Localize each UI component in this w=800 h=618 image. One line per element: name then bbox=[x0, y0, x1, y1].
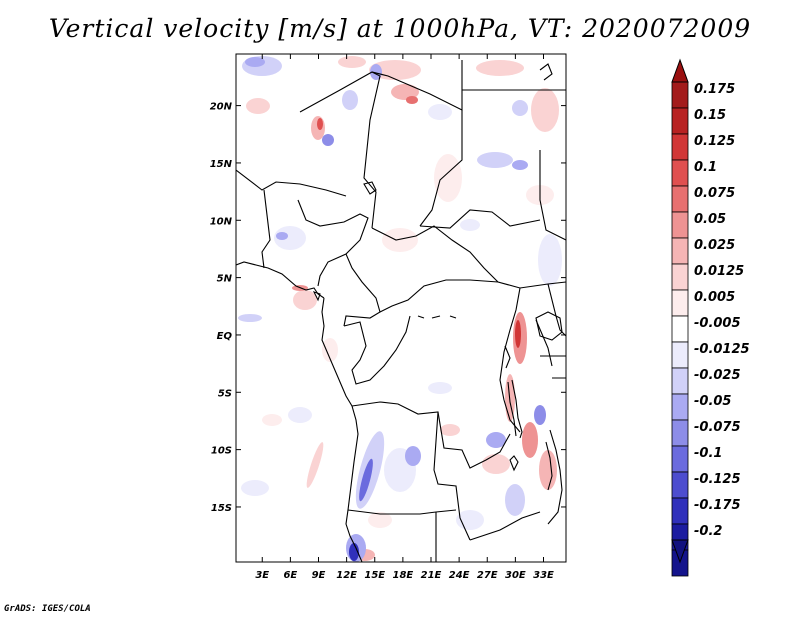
colorbar-label: -0.2 bbox=[694, 524, 722, 539]
map-frame bbox=[235, 53, 567, 563]
colorbar-swatch bbox=[671, 133, 689, 161]
lon-label: 15E bbox=[364, 570, 385, 581]
lon-label: 6E bbox=[283, 570, 297, 581]
lake-chad bbox=[363, 181, 377, 195]
border-zambia-zimbabwe bbox=[469, 511, 541, 541]
colorbar-label: 0.005 bbox=[694, 290, 735, 305]
colorbar-swatch bbox=[671, 315, 689, 343]
lat-label: 15S bbox=[211, 503, 232, 514]
colorbar-swatch bbox=[671, 237, 689, 265]
colorbar-swatch bbox=[671, 445, 689, 473]
colorbar: 0.175 0.15 0.125 0.1 0.075 0.05 0.025 0.0125 0.0… bbox=[671, 58, 750, 577]
colorbar-label: -0.05 bbox=[694, 394, 731, 409]
map-axis-ticks bbox=[236, 54, 566, 562]
lake-bangweulu bbox=[509, 455, 519, 472]
colorbar-swatch bbox=[671, 497, 689, 525]
lake-victoria bbox=[535, 311, 563, 341]
colorbar-label: 0.05 bbox=[694, 212, 726, 227]
colorbar-swatch bbox=[671, 185, 689, 213]
border-congo bbox=[343, 315, 411, 385]
colorbar-labels: 0.175 0.15 0.125 0.1 0.075 0.05 0.025 0.0125 0.0… bbox=[694, 82, 750, 539]
colorbar-label: -0.005 bbox=[694, 316, 741, 331]
lat-label: 10S bbox=[211, 446, 232, 457]
colorbar-label: -0.0125 bbox=[694, 342, 750, 357]
lon-label: 12E bbox=[336, 570, 357, 581]
colorbar-label: -0.175 bbox=[694, 498, 741, 513]
border-car bbox=[371, 225, 566, 289]
colorbar-label: 0.15 bbox=[694, 108, 726, 123]
lon-label: 33E bbox=[533, 570, 554, 581]
border-angola-zambia bbox=[433, 411, 471, 541]
colorbar-swatches bbox=[671, 81, 689, 577]
latitude-labels: 20N 15N 10N 5N EQ 5S 10S 15S bbox=[210, 102, 233, 514]
lat-label: 5S bbox=[218, 388, 232, 399]
lon-label: 18E bbox=[393, 570, 414, 581]
border-east-lakes bbox=[535, 319, 566, 379]
border-nigeria bbox=[261, 189, 369, 287]
lake-kivu bbox=[504, 345, 511, 369]
border-drc-south bbox=[351, 401, 511, 469]
colorbar-swatch bbox=[671, 367, 689, 395]
border-malawi bbox=[547, 429, 563, 525]
border-cameroon bbox=[343, 253, 381, 327]
sinai-coast bbox=[539, 63, 553, 81]
lon-label: 24E bbox=[449, 570, 470, 581]
colorbar-swatch bbox=[671, 159, 689, 187]
colorbar-label: -0.025 bbox=[694, 368, 741, 383]
colorbar-label: 0.1 bbox=[694, 160, 717, 175]
colorbar-label: -0.125 bbox=[694, 472, 741, 487]
river-congo-dashes bbox=[417, 315, 457, 319]
border-south-sudan bbox=[419, 209, 541, 229]
lat-label: EQ bbox=[217, 331, 233, 342]
border-car-drc bbox=[379, 279, 499, 313]
colorbar-swatch bbox=[671, 211, 689, 239]
colorbar-label: 0.025 bbox=[694, 238, 735, 253]
border-libya-sudan bbox=[419, 110, 463, 227]
lat-label: 15N bbox=[210, 159, 233, 170]
lat-label: 5N bbox=[217, 274, 233, 285]
lon-label: 30E bbox=[505, 570, 526, 581]
coastline-atlantic bbox=[321, 297, 363, 562]
border-mali-niger bbox=[236, 169, 347, 197]
coastline-west-africa bbox=[236, 261, 325, 299]
border-sudan-ethiopia bbox=[539, 150, 566, 241]
colorbar-label: -0.1 bbox=[694, 446, 722, 461]
lon-label: 27E bbox=[477, 570, 498, 581]
colorbar-label: -0.075 bbox=[694, 420, 741, 435]
colorbar-swatch bbox=[671, 393, 689, 421]
lake-tanganyika bbox=[507, 379, 523, 439]
colorbar-top-arrow bbox=[671, 58, 689, 83]
lat-label: 20N bbox=[210, 102, 233, 113]
vertical-velocity-field bbox=[238, 56, 562, 562]
map-title: Vertical velocity [m/s] at 1000hPa, VT: … bbox=[48, 14, 752, 43]
colorbar-label: 0.0125 bbox=[694, 264, 744, 279]
border-niger-chad bbox=[363, 71, 381, 229]
lon-label: 9E bbox=[312, 570, 326, 581]
colorbar-swatch bbox=[671, 289, 689, 317]
bioko-island bbox=[312, 291, 321, 302]
lake-malawi bbox=[545, 441, 553, 491]
border-namibia bbox=[347, 509, 457, 515]
country-borders bbox=[236, 60, 566, 562]
colorbar-swatch bbox=[671, 263, 689, 291]
border-drc-east bbox=[499, 287, 521, 433]
lon-label: 3E bbox=[255, 570, 269, 581]
colorbar-bottom-arrow bbox=[671, 539, 689, 564]
colorbar-swatch bbox=[671, 81, 689, 109]
map-plot-area: 3E 6E 9E 12E 15E 18E 21E 24E 27E 30E 33E 20N 15N 10N… bbox=[210, 53, 567, 581]
colorbar-label: 0.125 bbox=[694, 134, 735, 149]
colorbar-swatch bbox=[671, 341, 689, 369]
lat-label: 10N bbox=[210, 216, 233, 227]
lon-label: 21E bbox=[421, 570, 442, 581]
colorbar-label: 0.175 bbox=[694, 82, 735, 97]
colorbar-swatch bbox=[671, 107, 689, 135]
longitude-labels: 3E 6E 9E 12E 15E 18E 21E 24E 27E 30E 33E bbox=[255, 570, 554, 581]
grads-credit: GrADS: IGES/COLA bbox=[4, 604, 91, 614]
negative-velocity-patches bbox=[238, 56, 562, 562]
colorbar-swatch bbox=[671, 471, 689, 499]
colorbar-label: 0.075 bbox=[694, 186, 735, 201]
colorbar-swatch bbox=[671, 419, 689, 447]
